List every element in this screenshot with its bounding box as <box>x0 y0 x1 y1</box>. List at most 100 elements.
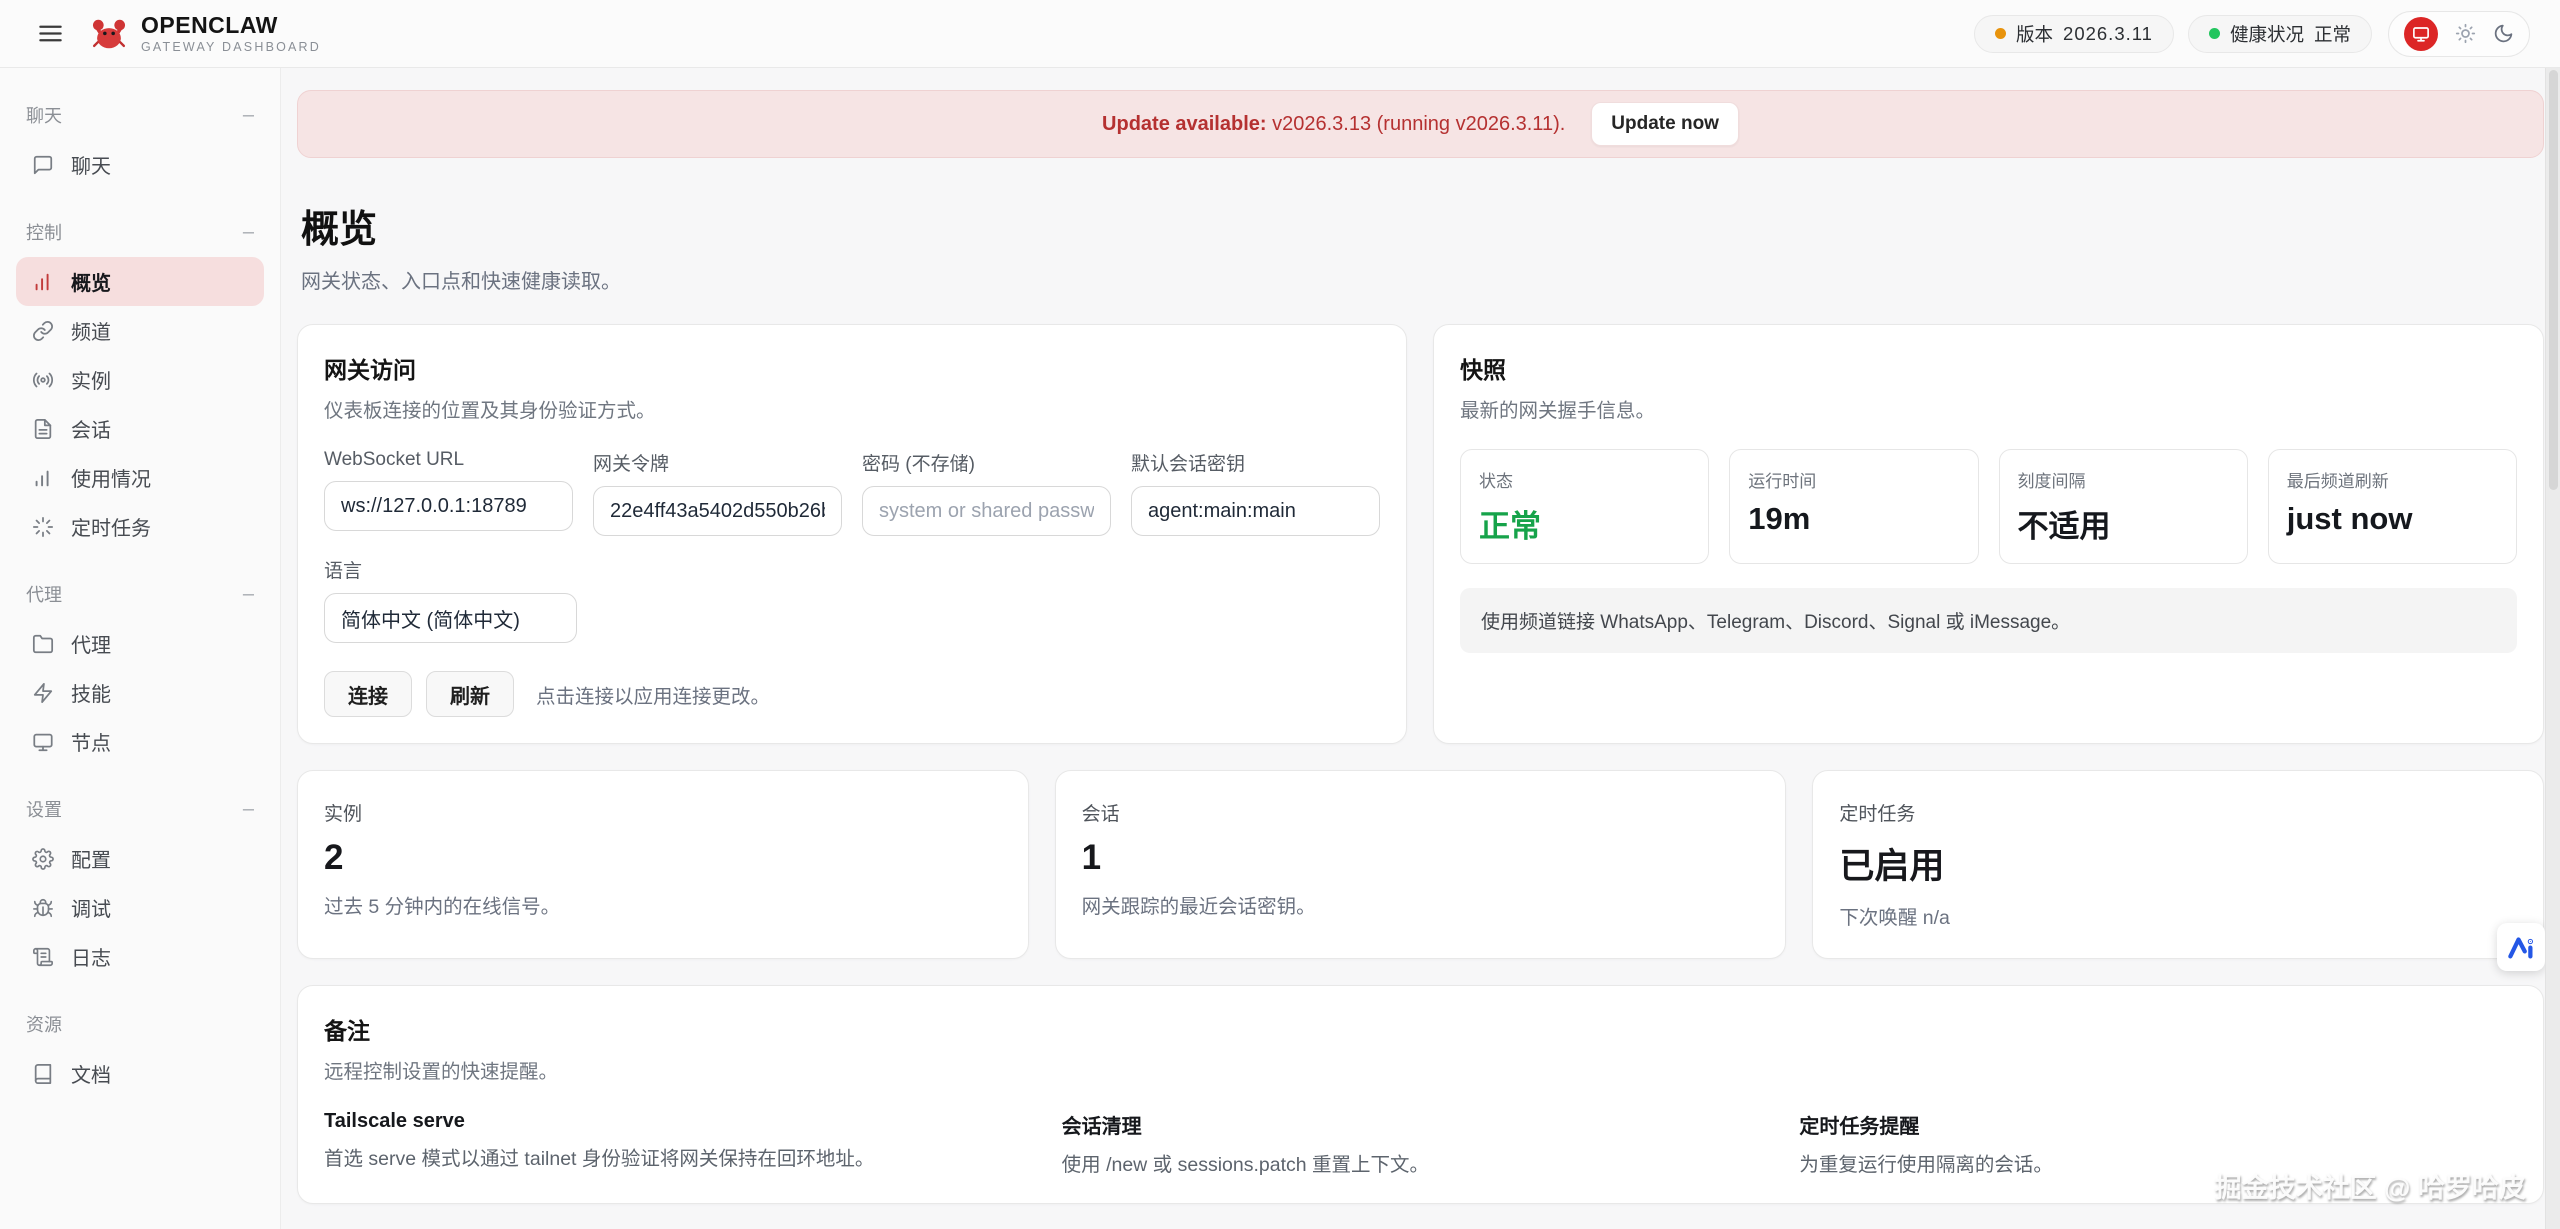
gateway-access-subtitle: 仪表板连接的位置及其身份验证方式。 <box>324 400 656 422</box>
sessions-stat-card: 会话 1 网关跟踪的最近会话密钥。 <box>1054 770 1787 959</box>
collapse-dash-icon: – <box>242 103 254 126</box>
sidebar-item-overview[interactable]: 概览 <box>16 257 264 306</box>
sidebar-item-instances[interactable]: 实例 <box>16 355 264 404</box>
update-now-button[interactable]: Update now <box>1591 102 1739 146</box>
book-icon <box>32 1063 54 1085</box>
health-dot-icon <box>2208 28 2220 39</box>
notes-subtitle: 远程控制设置的快速提醒。 <box>324 1061 559 1083</box>
websocket-url-input[interactable] <box>324 481 573 531</box>
field-session-key: 默认会话密钥 <box>1131 449 1380 536</box>
sidebar-item-agents[interactable]: 代理 <box>16 619 264 668</box>
notes-card: 备注 远程控制设置的快速提醒。 Tailscale serve 首选 serve… <box>297 985 2544 1204</box>
collapse-dash-icon: – <box>242 582 254 605</box>
password-input[interactable] <box>862 486 1111 536</box>
dark-theme-moon-icon[interactable] <box>2493 23 2514 44</box>
sidebar-item-debug[interactable]: 调试 <box>16 883 264 932</box>
instances-count: 2 <box>324 838 344 877</box>
update-banner-text: Update available: v2026.3.13 (running v2… <box>1102 112 1566 135</box>
gateway-access-title: 网关访问 <box>324 357 416 383</box>
snapshot-subtitle: 最新的网关握手信息。 <box>1460 400 1656 422</box>
page-title: 概览 <box>301 209 378 251</box>
default-session-key-input[interactable] <box>1131 486 1380 536</box>
sidebar-section-control: 控制 – 概览 频道 <box>16 219 264 551</box>
collapse-dash-icon: – <box>242 220 254 243</box>
sidebar-section-resources: 资源 文档 <box>16 1011 264 1098</box>
sidebar-item-logs[interactable]: 日志 <box>16 932 264 981</box>
field-password: 密码 (不存储) <box>862 449 1111 536</box>
update-banner: Update available: v2026.3.13 (running v2… <box>297 90 2544 158</box>
sidebar-section-agents: 代理 – 代理 技能 <box>16 581 264 766</box>
sidebar-item-config[interactable]: 配置 <box>16 834 264 883</box>
uptime-value: 19m <box>1748 501 1811 536</box>
ai-monogram-icon <box>2506 932 2536 962</box>
ai-assistant-widget[interactable] <box>2497 923 2545 971</box>
page-head: 概览 网关状态、入口点和快速健康读取。 <box>301 198 2544 294</box>
bar-chart-icon <box>32 271 54 293</box>
sidebar-section-settings-header[interactable]: 设置 – <box>26 797 254 821</box>
health-label: 健康状况 <box>2229 23 2304 45</box>
last-refresh-value: just now <box>2286 501 2413 536</box>
snapshot-title: 快照 <box>1460 357 1506 383</box>
cron-stat-card: 定时任务 已启用 下次唤醒 n/a <box>1812 770 2544 959</box>
monitor-icon <box>2412 25 2430 43</box>
link-icon <box>32 320 54 342</box>
notes-title: 备注 <box>324 1018 370 1044</box>
sidebar-section-chat: 聊天 – 聊天 <box>16 102 264 189</box>
snapshot-stat-status: 状态 正常 <box>1460 449 1710 564</box>
sidebar-item-nodes[interactable]: 节点 <box>16 717 264 766</box>
field-websocket-url: WebSocket URL <box>324 449 573 536</box>
scroll-icon <box>32 946 54 968</box>
sidebar: 聊天 – 聊天 控制 – <box>0 68 281 1229</box>
version-value: 2026.3.11 <box>2063 22 2153 44</box>
snapshot-stat-last-refresh: 最后频道刷新 just now <box>2267 449 2517 564</box>
bar-chart-icon <box>32 467 54 489</box>
display-mode-button[interactable] <box>2404 16 2438 51</box>
scrollbar-track[interactable] <box>2545 68 2560 1229</box>
radio-icon <box>32 369 54 391</box>
refresh-button[interactable]: 刷新 <box>426 671 514 717</box>
sidebar-item-chat[interactable]: 聊天 <box>16 140 264 189</box>
openclaw-crab-logo <box>90 15 128 53</box>
instances-stat-card: 实例 2 过去 5 分钟内的在线信号。 <box>297 770 1029 959</box>
language-select[interactable] <box>324 593 577 643</box>
snapshot-stat-tick-interval: 刻度间隔 不适用 <box>1998 449 2248 564</box>
connect-button[interactable]: 连接 <box>324 671 412 717</box>
page-subtitle: 网关状态、入口点和快速健康读取。 <box>301 271 621 293</box>
sidebar-section-agents-header[interactable]: 代理 – <box>26 582 254 606</box>
bug-icon <box>32 897 54 919</box>
top-bar: OPENCLAW GATEWAY DASHBOARD 版本 2026.3.11 … <box>0 0 2560 68</box>
sidebar-item-skills[interactable]: 技能 <box>16 668 264 717</box>
connect-hint: 点击连接以应用连接更改。 <box>536 685 771 708</box>
loader-icon <box>32 516 54 538</box>
tick-interval-value: 不适用 <box>2017 509 2111 544</box>
lightning-icon <box>32 682 54 704</box>
sidebar-section-control-header[interactable]: 控制 – <box>26 220 254 244</box>
sidebar-item-usage[interactable]: 使用情况 <box>16 453 264 502</box>
note-session-cleanup: 会话清理 使用 /new 或 sessions.patch 重置上下文。 <box>1061 1116 1430 1176</box>
brand-subtitle: GATEWAY DASHBOARD <box>141 39 322 54</box>
folder-icon <box>32 633 54 655</box>
collapse-dash-icon: – <box>242 797 254 820</box>
channel-link-note: 使用频道链接 WhatsApp、Telegram、Discord、Signal … <box>1460 588 2517 653</box>
sidebar-section-chat-header[interactable]: 聊天 – <box>26 103 254 127</box>
version-label: 版本 <box>2016 23 2054 45</box>
gateway-token-input[interactable] <box>593 486 842 536</box>
hamburger-menu-icon[interactable] <box>37 20 64 47</box>
chat-bubble-icon <box>32 154 54 176</box>
sidebar-item-docs[interactable]: 文档 <box>16 1049 264 1098</box>
version-dot-icon <box>1995 28 2007 39</box>
sidebar-item-cron[interactable]: 定时任务 <box>16 502 264 551</box>
light-theme-sun-icon[interactable] <box>2455 23 2476 44</box>
cron-status: 已启用 <box>1839 847 1945 886</box>
sidebar-section-settings: 设置 – 配置 调试 <box>16 796 264 981</box>
file-text-icon <box>32 418 54 440</box>
snapshot-card: 快照 最新的网关握手信息。 状态 正常 运行时间 19m 刻度间隔 <box>1433 324 2544 744</box>
scrollbar-thumb[interactable] <box>2549 70 2558 490</box>
gear-icon <box>32 847 54 870</box>
sidebar-item-sessions[interactable]: 会话 <box>16 404 264 453</box>
note-tailscale: Tailscale serve 首选 serve 模式以通过 tailnet 身… <box>324 1110 875 1170</box>
sidebar-item-channels[interactable]: 频道 <box>16 306 264 355</box>
status-value: 正常 <box>1479 509 1541 544</box>
sidebar-section-resources-header[interactable]: 资源 <box>26 1015 62 1035</box>
